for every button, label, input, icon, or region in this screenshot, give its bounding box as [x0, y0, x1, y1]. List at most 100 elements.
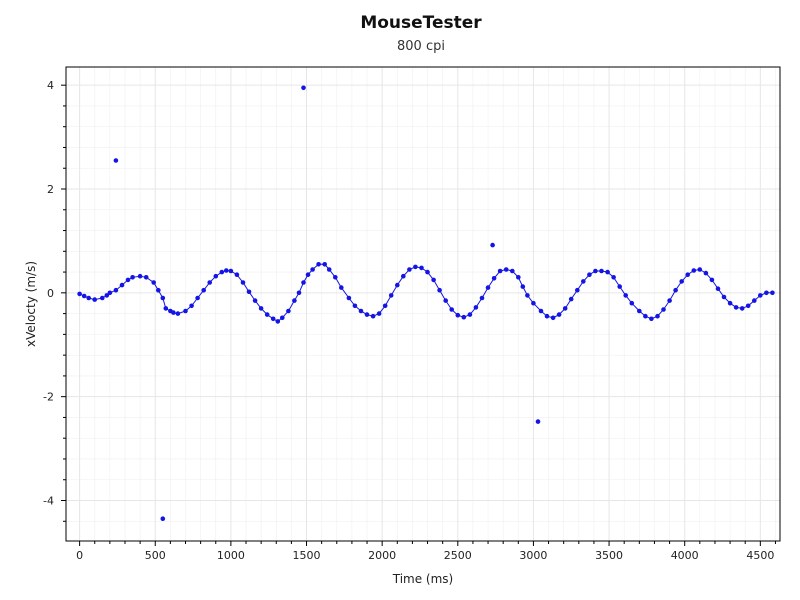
- data-point: [727, 300, 733, 306]
- data-point: [171, 310, 176, 315]
- data-point: [661, 307, 666, 312]
- data-point: [358, 308, 364, 314]
- data-point: [224, 268, 229, 273]
- data-point: [556, 312, 562, 317]
- data-point: [352, 303, 358, 309]
- data-point: [637, 308, 642, 314]
- data-point: [81, 293, 87, 299]
- data-point: [605, 269, 610, 275]
- data-point: [461, 314, 467, 320]
- data-point: [407, 267, 412, 272]
- data-point: [207, 280, 212, 285]
- y-tick-label: -4: [43, 495, 54, 508]
- data-point: [156, 287, 161, 293]
- data-point: [189, 303, 194, 309]
- data-point: [92, 297, 97, 302]
- data-point: [301, 280, 306, 285]
- data-point: [326, 267, 332, 272]
- data-point: [667, 298, 672, 303]
- data-point: [516, 275, 521, 280]
- data-point: [246, 289, 252, 295]
- data-point: [485, 285, 491, 290]
- data-point: [758, 293, 763, 298]
- data-point: [364, 312, 370, 317]
- data-point: [697, 267, 703, 272]
- data-point: [752, 298, 757, 303]
- data-point: [531, 300, 536, 306]
- data-point: [401, 273, 406, 279]
- x-tick-label: 1000: [217, 549, 245, 562]
- data-point: [643, 313, 648, 319]
- data-point: [219, 269, 225, 275]
- chart-title: MouseTester: [360, 13, 482, 33]
- data-point: [201, 287, 206, 293]
- x-tick-label: 4500: [746, 549, 774, 562]
- data-point: [673, 287, 678, 293]
- data-point: [100, 295, 105, 301]
- x-tick-label: 0: [76, 549, 83, 562]
- data-point: [86, 295, 91, 301]
- data-point: [301, 85, 306, 91]
- data-point: [195, 295, 200, 301]
- data-point: [292, 298, 297, 303]
- data-point: [234, 272, 240, 278]
- data-point: [339, 285, 344, 290]
- data-point: [160, 295, 166, 301]
- data-point: [113, 287, 119, 293]
- data-point: [151, 280, 156, 285]
- data-point: [739, 306, 745, 311]
- x-tick-label: 1500: [293, 549, 321, 562]
- data-point: [395, 282, 400, 288]
- data-point: [240, 280, 246, 285]
- data-point: [733, 305, 739, 310]
- data-point: [113, 158, 119, 163]
- data-point: [270, 316, 276, 322]
- data-point: [310, 267, 315, 272]
- axis-ticks: 0 500 1000 1500 2000 2500 3000 3500 4000 4500 4 2 0 -…: [43, 79, 776, 562]
- data-point: [286, 308, 291, 314]
- data-point: [467, 312, 473, 317]
- data-point: [413, 264, 418, 270]
- x-tick-label: 3500: [595, 549, 623, 562]
- data-point: [77, 291, 82, 297]
- data-point: [264, 312, 270, 317]
- data-point: [575, 287, 580, 293]
- data-point: [382, 303, 388, 309]
- y-tick-label: 2: [47, 183, 54, 196]
- data-point: [175, 311, 181, 316]
- data-point: [125, 277, 131, 283]
- x-tick-label: 2000: [368, 549, 396, 562]
- plot-area-frame: [65, 66, 781, 542]
- data-point: [550, 315, 556, 321]
- data-point: [437, 287, 442, 293]
- data-point: [581, 279, 586, 284]
- data-point: [228, 268, 234, 274]
- data-point: [497, 268, 503, 274]
- data-point: [568, 296, 574, 302]
- data-point: [370, 313, 376, 319]
- data-point: [611, 275, 616, 280]
- y-tick-label: 0: [47, 287, 54, 300]
- data-point: [275, 319, 281, 324]
- data-point: [163, 306, 169, 311]
- x-axis-label: Time (ms): [392, 572, 454, 586]
- data-point: [587, 272, 592, 278]
- data-point: [443, 298, 449, 303]
- data-point: [703, 270, 709, 276]
- data-point: [544, 313, 550, 319]
- data-point: [745, 303, 751, 309]
- data-point: [316, 262, 321, 267]
- data-point: [520, 284, 526, 289]
- y-tick-label: 4: [47, 79, 54, 92]
- y-tick-label: -2: [43, 391, 54, 404]
- data-point: [629, 300, 635, 306]
- data-point: [473, 305, 479, 310]
- data-point: [305, 272, 311, 278]
- data-point: [535, 419, 541, 424]
- data-point: [770, 290, 775, 296]
- data-point: [137, 273, 143, 279]
- data-point: [252, 298, 258, 303]
- data-point: [160, 516, 166, 521]
- data-point: [503, 267, 509, 272]
- data-point: [617, 284, 622, 289]
